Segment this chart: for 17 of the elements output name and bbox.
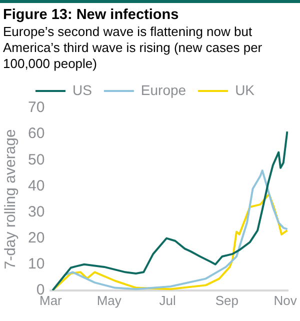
x-tick-label: May	[96, 292, 122, 308]
legend-label: Europe	[140, 82, 186, 98]
chart-subtitle: Europe’s second wave is flattening now but America’s third wave is rising (new cases per 100,000 people)	[3, 24, 264, 72]
legend-label: UK	[235, 82, 256, 98]
y-tick-label: 70	[28, 99, 45, 116]
y-axis-title: 7-day rolling average	[2, 129, 20, 270]
x-tick-label: Nov	[274, 292, 298, 308]
y-tick-label: 20	[28, 229, 45, 246]
legend-label: US	[72, 82, 92, 98]
y-tick-label: 10	[28, 255, 45, 272]
x-tick-label: Sep	[215, 292, 238, 308]
y-tick-label: 40	[28, 177, 45, 194]
x-tick-label: Jul	[159, 292, 176, 308]
y-tick-label: 30	[28, 203, 45, 220]
chart-title: Figure 13: New infections	[3, 7, 180, 24]
y-tick-label: 60	[28, 125, 45, 142]
y-tick-label: 50	[28, 151, 45, 168]
